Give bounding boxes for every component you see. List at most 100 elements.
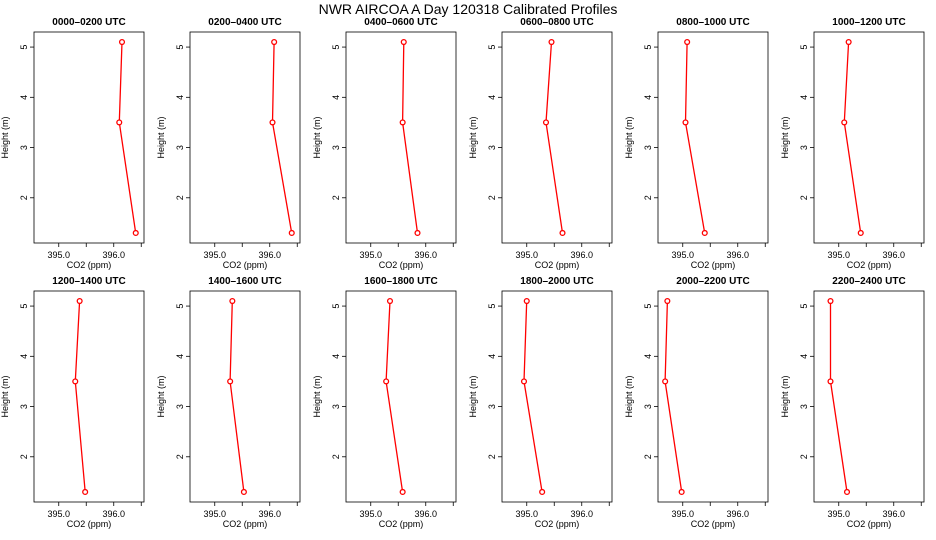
profile-point [523, 297, 530, 305]
profile-point [72, 378, 79, 385]
profile-point [701, 229, 708, 237]
y-tick-label: 2 [643, 454, 653, 459]
x-tick-label: 395.0 [515, 250, 538, 260]
y-tick-label: 2 [19, 454, 29, 459]
y-tick-label: 4 [175, 95, 185, 100]
panel-title: 0800–1000 UTC [676, 17, 749, 28]
y-tick-label: 2 [643, 195, 653, 200]
y-tick-label: 5 [331, 45, 341, 50]
profile-point [240, 488, 247, 496]
y-tick-label: 2 [799, 195, 809, 200]
plot-frame [501, 290, 613, 503]
y-tick-label: 5 [175, 45, 185, 50]
x-tick-label: 395.0 [515, 509, 538, 519]
panel-title: 0400–0600 UTC [364, 17, 437, 28]
y-tick-label: 3 [643, 404, 653, 409]
x-tick-label: 395.0 [47, 250, 70, 260]
y-tick-label: 4 [487, 95, 497, 100]
plot-frame [813, 31, 925, 244]
y-tick-label: 3 [19, 404, 29, 409]
panel-title: 1400–1600 UTC [208, 276, 281, 287]
y-tick-label: 5 [643, 304, 653, 309]
profile-point [399, 488, 406, 496]
panel-title: 2200–2400 UTC [832, 276, 905, 287]
x-axis-label: CO2 (ppm) [67, 519, 112, 529]
panel-title: 0200–0400 UTC [208, 17, 281, 28]
x-tick-label: 396.0 [414, 250, 437, 260]
profile-line [385, 300, 404, 493]
profile-point [271, 38, 278, 46]
profile-point [386, 297, 394, 305]
x-tick-label: 396.0 [102, 250, 125, 260]
y-tick-label: 5 [175, 304, 185, 309]
profile-point [383, 378, 390, 385]
profile-point [662, 378, 669, 385]
x-tick-label: 396.0 [414, 509, 437, 519]
y-axis-label: Height (m) [624, 116, 634, 158]
profile-point [827, 378, 834, 385]
x-tick-label: 395.0 [47, 509, 70, 519]
profile-point [227, 378, 234, 385]
profile-point [116, 119, 123, 126]
y-tick-label: 4 [643, 95, 653, 100]
profile-line [843, 41, 862, 234]
profile-point [539, 488, 546, 496]
profile-line [118, 41, 137, 234]
y-tick-label: 2 [331, 195, 341, 200]
y-tick-label: 2 [175, 454, 185, 459]
panel-title: 1000–1200 UTC [832, 17, 905, 28]
profile-line [401, 41, 419, 234]
x-tick-label: 396.0 [570, 250, 593, 260]
profile-point [269, 119, 276, 126]
x-tick-label: 396.0 [102, 509, 125, 519]
x-axis-label: CO2 (ppm) [847, 260, 892, 270]
y-tick-label: 4 [19, 95, 29, 100]
profile-point [132, 229, 139, 237]
y-tick-label: 5 [19, 304, 29, 309]
profile-line [271, 41, 293, 234]
x-axis-label: CO2 (ppm) [691, 519, 736, 529]
profile-point [76, 297, 83, 305]
panel-title: 1800–2000 UTC [520, 276, 593, 287]
x-tick-label: 395.0 [671, 509, 694, 519]
x-axis-label: CO2 (ppm) [535, 260, 580, 270]
x-tick-label: 395.0 [827, 509, 850, 519]
profile-line [229, 300, 245, 493]
profile-point [82, 488, 89, 496]
profile-point [399, 119, 406, 126]
profile-point [678, 488, 685, 496]
y-tick-label: 2 [487, 195, 497, 200]
profile-line [829, 301, 848, 493]
plot-frame [813, 290, 925, 503]
y-tick-label: 2 [19, 195, 29, 200]
y-tick-label: 4 [799, 95, 809, 100]
profile-point [520, 378, 528, 385]
profile-point [548, 38, 555, 46]
profile-point [288, 229, 295, 237]
y-axis-label: Height (m) [468, 375, 478, 417]
plot-frame [189, 31, 301, 244]
profile-point [684, 38, 691, 46]
x-axis-label: CO2 (ppm) [379, 519, 424, 529]
y-tick-label: 4 [175, 354, 185, 359]
panel-title: 0600–0800 UTC [520, 17, 593, 28]
y-tick-label: 4 [487, 354, 497, 359]
x-axis-label: CO2 (ppm) [223, 260, 268, 270]
y-tick-label: 5 [331, 304, 341, 309]
x-tick-label: 396.0 [570, 509, 593, 519]
y-tick-label: 4 [19, 354, 29, 359]
y-tick-label: 2 [175, 195, 185, 200]
y-tick-label: 3 [331, 404, 341, 409]
y-tick-label: 5 [799, 304, 809, 309]
profile-point [857, 229, 864, 237]
y-tick-label: 5 [487, 304, 497, 309]
plot-frame [33, 290, 145, 503]
profile-point [414, 229, 421, 237]
y-axis-label: Height (m) [156, 375, 166, 417]
y-axis-label: Height (m) [156, 116, 166, 158]
x-tick-label: 396.0 [258, 509, 281, 519]
plot-frame [189, 290, 301, 503]
profile-line [74, 300, 86, 493]
x-axis-label: CO2 (ppm) [67, 260, 112, 270]
